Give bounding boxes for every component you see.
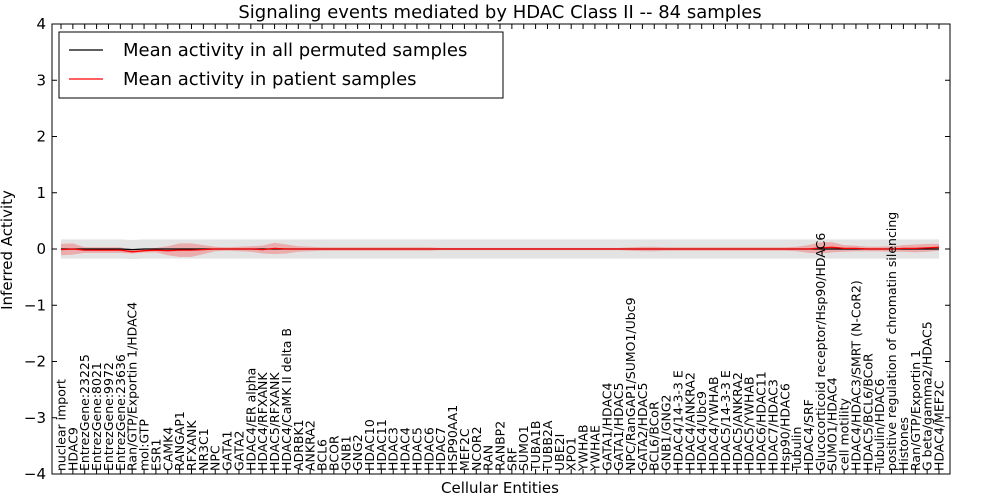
legend-label-patient: Mean activity in patient samples [123,69,417,90]
x-tick-label: HSP90AA1 [445,405,460,471]
x-tick-label: EntrezGene:23225 [77,354,92,471]
x-axis-label: Cellular Entities [441,479,559,497]
x-tick-label: CAMK4 [160,427,175,471]
x-tick-label: SRF [504,447,519,471]
x-tick-label: NPC [208,445,223,471]
x-tick-label: HDAC3 [386,427,401,471]
x-tick-label: GATA1/HDAC4 [599,382,614,471]
legend-box [58,31,504,99]
x-tick-label: HDAC7 [433,427,448,471]
x-tick-label: HDAC4/CaMK II delta B [279,328,294,471]
x-tick-label: YWHAE [587,425,602,472]
x-tick-label: HDAC4/ER alpha [243,368,258,471]
legend-label-permuted: Mean activity in all permuted samples [123,40,467,61]
x-tick-label: NCOR2 [469,426,484,471]
x-tick-label: ADRBK1 [291,419,306,471]
x-tick-label: ANKRA2 [303,420,318,471]
x-tick-label: YWHAB [576,424,591,472]
y-tick-label: 3 [36,71,46,89]
x-tick-label: GATA1/HDAC5 [611,383,626,471]
y-tick-label: −4 [24,465,46,483]
x-tick-label: BCOR [326,435,341,471]
y-tick-label: −1 [24,296,46,314]
x-tick-label: HDAC4/YWHAB [706,376,721,471]
y-axis-label: Inferred Activity [0,190,16,310]
y-tick-label: 0 [36,240,46,258]
x-tick-label: TUBB2A [540,420,555,472]
x-tick-label: positive regulation of chromatin silenci… [884,212,899,471]
x-tick-label: HDAC5/14-3-3 E [718,370,733,471]
x-tick-label: GATA2 [232,431,247,471]
x-tick-label: HDAC4/Ubc9 [694,391,709,471]
x-tick-label: RANBP2 [493,421,508,471]
x-tick-label: EntrezGene:8021 [89,362,104,471]
legend: Mean activity in all permuted samples Me… [58,31,504,99]
y-tick-label: 4 [36,15,46,33]
x-tick-label: HDAC4/RFXANK [255,372,270,471]
x-tick-label: HDAC5/YWHAB [742,376,757,471]
x-tick-label: RFXANK [184,420,199,471]
x-tick-label: HDAC4/MEF2C [932,380,947,471]
x-tick-label: Histones [896,417,911,471]
x-tick-label: Ran/GTP/Exportin 1 [908,350,923,471]
x-tick-label: HDAC6 [421,427,436,471]
plot-frame [51,23,951,475]
x-tick-label: mol:GTP [137,419,152,471]
y-tick-label: −2 [24,353,46,371]
x-tick-label: Tubulin/HDAC6 [872,379,887,472]
x-tick-label: HDAC4/SRF [801,399,816,471]
x-tick-label: Tubulin [789,427,804,472]
x-tick-label: BCL6 [315,439,330,471]
x-tick-label: GNB1/GNG2 [659,395,674,471]
x-tick-label: TUBA1B [528,421,543,472]
y-tick-label: 2 [36,128,46,146]
x-tick-label: HDAC4 [398,427,413,471]
x-tick-label: XPO1 [564,437,579,471]
x-tick-label: cell motility [837,397,852,471]
x-tick-label: HDAC4/14-3-3 E [671,370,686,471]
x-tick-label: nuclear import [54,379,69,471]
x-tick-label: EntrezGene:9972 [101,362,116,471]
x-tick-label: HDAC9 [65,427,80,471]
x-tick-label: RANGAP1 [172,411,187,471]
chart-title: Signaling events mediated by HDAC Class … [238,2,761,23]
x-tick-label: MEF2C [457,428,472,471]
y-tick-label: −3 [24,409,46,427]
x-tick-label: HDAC5/BCL6/BCoR [860,353,875,471]
x-tick-label: HDAC6/HDAC11 [754,371,769,471]
x-tick-label: BCL6/BCoR [647,401,662,471]
x-tick-label: HDAC10 [362,419,377,471]
x-tick-label: HDAC5/RFXANK [267,372,282,471]
x-tick-label: GATA1 [220,431,235,471]
x-tick-label: HDAC11 [374,419,389,471]
x-tick-label: HDAC5 [409,427,424,471]
x-tick-label: RAN [481,445,496,471]
x-tick-label: NPC/RanGAP1/SUMO1/Ubc9 [623,297,638,471]
x-tick-label: HDAC7/HDAC3 [765,379,780,471]
line-series-1 [60,246,940,253]
x-tick-label: EntrezGene:23636 [113,354,128,471]
x-tick-label: GATA2/HDAC5 [635,383,650,471]
x-tick-label: HDAC4/HDAC3/SMRT (N-CoR2) [848,280,863,471]
x-tick-label: Ran/GTP/Exportin 1/HDAC4 [125,302,140,471]
x-tick-label: ESR1 [148,439,163,471]
x-tick-label: GNB1 [338,435,353,471]
x-tick-label: Glucocorticoid receptor/Hsp90/HDAC6 [813,233,828,471]
x-tick-label: HDAC5/ANKRA2 [730,372,745,471]
x-tick-label: HDAC4/ANKRA2 [682,372,697,471]
x-tick-label: G beta/gamma2/HDAC5 [920,321,935,471]
x-tick-label: SUMO1/HDAC4 [825,377,840,471]
x-tick-label: NR3C1 [196,428,211,471]
x-tick-label: GNG2 [350,434,365,471]
y-tick-label: 1 [36,184,46,202]
x-tick-label: UBE2I [552,434,567,471]
x-tick-label: SUMO1 [516,425,531,471]
x-tick-label: Hsp90/HDAC6 [777,383,792,471]
